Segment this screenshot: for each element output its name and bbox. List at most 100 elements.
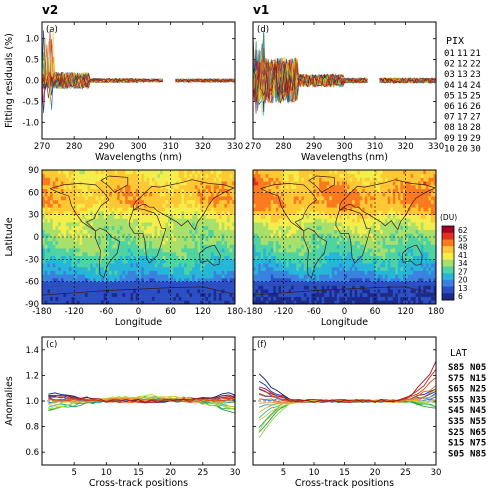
ozone-cell: [138, 259, 142, 264]
ozone-cell: [138, 170, 142, 175]
ozone-cell: [208, 240, 212, 245]
ozone-cell: [159, 251, 163, 256]
ozone-cell: [224, 207, 228, 212]
ozone-cell: [385, 240, 389, 245]
ozone-cell: [162, 251, 166, 256]
ozone-cell: [138, 270, 142, 275]
ozone-cell: [194, 274, 198, 279]
ozone-cell: [192, 259, 196, 264]
ozone-cell: [347, 225, 350, 230]
ozone-cell: [111, 263, 115, 268]
ozone-cell: [273, 229, 277, 234]
ozone-cell: [76, 199, 80, 204]
ozone-cell: [181, 292, 185, 297]
ozone-cell: [143, 181, 147, 186]
ozone-cell: [229, 196, 233, 201]
ozone-cell: [84, 225, 88, 230]
ozone-cell: [58, 229, 62, 234]
ozone-cell: [157, 199, 161, 204]
x-tick-label: 290: [306, 142, 322, 152]
ozone-cell: [181, 218, 185, 223]
ozone-cell: [385, 207, 389, 212]
ozone-cell: [146, 285, 150, 290]
ozone-cell: [410, 263, 414, 268]
ozone-cell: [362, 210, 366, 215]
ozone-cell: [301, 225, 305, 230]
ozone-cell: [47, 203, 51, 208]
ozone-cell: [296, 296, 300, 301]
ozone-cell: [165, 251, 169, 256]
ozone-cell: [291, 285, 294, 290]
ozone-cell: [135, 266, 139, 271]
ozone-cell: [44, 289, 48, 294]
ozone-cell: [275, 266, 279, 271]
ozone-cell: [90, 255, 94, 260]
ozone-cell: [76, 263, 80, 268]
ozone-cell: [263, 214, 267, 219]
ozone-cell: [127, 210, 131, 215]
ozone-cell: [390, 255, 394, 260]
ozone-cell: [218, 222, 222, 227]
ozone-cell: [106, 255, 110, 260]
ozone-cell: [103, 188, 107, 193]
ozone-cell: [192, 255, 196, 260]
ozone-cell: [98, 203, 102, 208]
ozone-cell: [324, 240, 328, 245]
ozone-cell: [127, 229, 131, 234]
ozone-cell: [71, 203, 75, 208]
ozone-cell: [114, 222, 118, 227]
ozone-cell: [397, 199, 401, 204]
ozone-cell: [433, 263, 436, 268]
ozone-cell: [275, 270, 279, 275]
ozone-cell: [314, 225, 317, 230]
ozone-cell: [349, 292, 353, 297]
ozone-cell: [192, 199, 196, 204]
ozone-cell: [408, 210, 411, 215]
ozone-cell: [192, 210, 196, 215]
ozone-cell: [227, 285, 231, 290]
ozone-cell: [334, 229, 338, 234]
ozone-cell: [50, 251, 54, 256]
ozone-cell: [176, 177, 180, 182]
x-tick-label: 310: [367, 142, 383, 152]
ozone-cell: [71, 196, 75, 201]
ozone-cell: [357, 270, 361, 275]
ozone-cell: [397, 300, 401, 304]
ozone-cell: [208, 285, 212, 290]
ozone-cell: [232, 229, 235, 234]
ozone-cell: [367, 240, 371, 245]
ozone-cell: [173, 259, 177, 264]
ozone-cell: [159, 259, 163, 264]
ozone-cell: [82, 292, 86, 297]
ozone-cell: [181, 296, 185, 301]
ozone-cell: [127, 233, 131, 238]
ozone-cell: [71, 222, 75, 227]
ozone-cell: [146, 199, 150, 204]
ozone-cell: [125, 181, 129, 186]
ozone-cell: [296, 207, 300, 212]
ozone-cell: [298, 255, 302, 260]
ozone-cell: [210, 229, 214, 234]
ozone-cell: [111, 210, 115, 215]
ozone-cell: [103, 300, 107, 304]
ozone-cell: [106, 270, 110, 275]
ozone-cell: [367, 225, 371, 230]
ozone-cell: [50, 263, 54, 268]
ozone-cell: [103, 207, 107, 212]
ozone-cell: [308, 292, 312, 297]
ozone-cell: [308, 296, 312, 301]
ozone-cell: [265, 285, 269, 290]
ozone-cell: [157, 281, 161, 286]
ozone-cell: [303, 274, 307, 279]
ozone-cell: [301, 259, 305, 264]
ozone-cell: [119, 170, 123, 175]
ozone-cell: [186, 277, 190, 282]
ozone-cell: [168, 173, 172, 178]
ozone-cell: [210, 210, 214, 215]
ozone-cell: [133, 251, 137, 256]
ozone-cell: [122, 244, 126, 249]
ozone-cell: [76, 173, 80, 178]
ozone-cell: [44, 263, 48, 268]
ozone-cell: [197, 277, 201, 282]
ozone-cell: [227, 214, 231, 219]
